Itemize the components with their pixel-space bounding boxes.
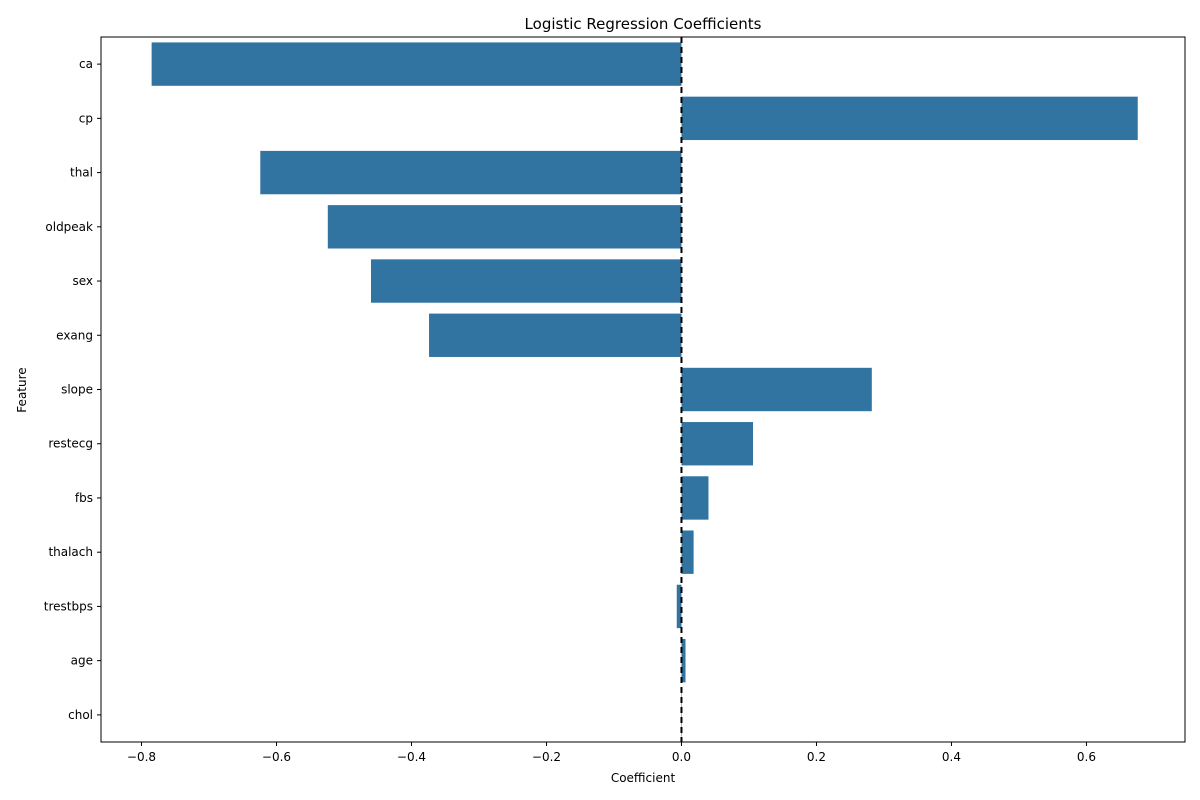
y-tick-label-age: age [71,654,93,668]
bar-oldpeak [327,205,682,249]
y-tick-label-cp: cp [79,111,93,125]
x-tick-label: −0.4 [397,750,426,764]
bar-exang [429,313,682,357]
y-tick-label-thalach: thalach [48,545,93,559]
y-tick-label-exang: exang [56,328,93,342]
y-tick-label-trestbps: trestbps [44,599,93,613]
x-tick-label: −0.6 [262,750,291,764]
y-axis: ca cp thal oldpeak sex exang slope restecg fbs th… [44,57,101,722]
y-tick-label-sex: sex [72,274,93,288]
x-tick-label: 0.2 [807,750,826,764]
x-tick-label: 0.0 [672,750,691,764]
y-axis-title: Feature [15,367,29,412]
bar-thalach [681,530,694,574]
bar-fbs [681,476,709,520]
y-tick-label-ca: ca [79,57,93,71]
x-axis: −0.8 −0.6 −0.4 −0.2 0.0 0.2 0.4 0.6 [127,742,1096,764]
x-tick-label: 0.6 [1077,750,1096,764]
y-tick-label-thal: thal [70,166,93,180]
y-tick-label-restecg: restecg [48,437,93,451]
x-axis-title: Coefficient [611,771,676,785]
bar-trestbps [676,584,682,629]
bar-sex [370,259,682,303]
y-tick-label-slope: slope [61,383,93,397]
bar-chol [681,693,682,737]
x-tick-label: −0.8 [127,750,156,764]
y-tick-label-chol: chol [68,708,93,722]
bar-age [681,638,686,683]
bar-restecg [681,422,754,466]
y-tick-label-fbs: fbs [75,491,93,505]
chart-title: Logistic Regression Coefficients [525,15,762,33]
bar-cp [681,96,1138,141]
x-tick-label: −0.2 [532,750,561,764]
x-tick-label: 0.4 [942,750,961,764]
bar-thal [260,150,682,195]
bars-group [151,42,1138,737]
bar-ca [151,42,682,86]
y-tick-label-oldpeak: oldpeak [45,220,93,234]
plot-frame [100,36,1186,743]
bar-slope [681,367,872,412]
